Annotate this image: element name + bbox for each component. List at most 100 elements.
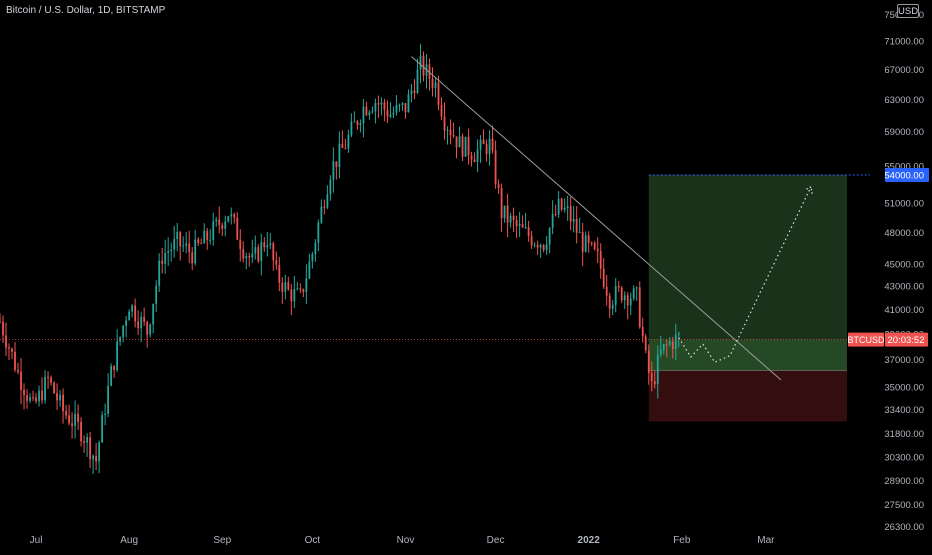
candle-body [230,214,233,217]
countdown-badge [885,332,928,347]
candle-body [224,221,227,229]
candle-body [422,55,425,76]
candle-body [542,245,545,250]
candle-body [368,112,371,115]
candle-body [161,260,164,264]
candle-body [398,105,401,107]
candle-body [122,325,125,338]
currency-button[interactable]: USD [897,4,919,18]
candle-body [473,159,476,162]
candle-body [65,411,67,416]
candle-body [80,421,82,442]
price-tick-label: 67000.00 [884,65,924,76]
candle-body [377,103,380,105]
candle-body [401,103,404,106]
price-tick-label: 27500.00 [884,500,924,511]
candle-body [416,69,419,93]
candle-body [113,365,116,371]
candle-body [674,334,677,350]
projection-path [678,186,812,364]
time-tick-label: Dec [487,535,505,546]
price-tick-label: 33400.00 [884,405,924,416]
candle-body [629,298,632,306]
candle-body [143,316,146,322]
candle-body [518,223,521,227]
candle-body [308,261,311,279]
candle-body [467,136,470,156]
price-tick-label: 37000.00 [884,355,924,366]
candle-body [134,305,137,322]
candle-body [551,213,554,229]
price-tick-label: 30300.00 [884,453,924,464]
candle-body [566,206,569,208]
candle-body [20,371,22,390]
candle-body [314,242,317,255]
candle-body [41,390,43,401]
candle-body [611,304,614,309]
position-zones[interactable] [648,174,870,422]
chart-title: Bitcoin / U.S. Dollar, 1D, BITSTAMP [6,5,166,16]
candle-body [266,245,269,248]
time-tick-label: Nov [397,535,415,546]
candle-body [596,248,599,252]
trend-line [411,56,782,381]
candle-body [140,316,143,329]
candle-body [179,232,182,247]
candle-body [536,244,539,248]
candle-body [92,455,95,460]
candle-body [35,397,37,402]
time-axis[interactable]: Jul Aug Sep Oct Nov Dec 2022 Feb Mar [30,535,776,546]
candle-body [500,188,503,219]
candle-body [626,295,629,306]
candle-body [530,236,533,246]
price-tick-label: 28900.00 [884,476,924,487]
candle-body [323,206,326,208]
candle-body [659,349,662,355]
candle-body [254,247,257,254]
candle-body [194,239,197,264]
candle-body [221,224,224,229]
candle-body [44,377,46,401]
candle-body [197,239,200,244]
candle-body [86,437,89,443]
candle-body [203,230,206,244]
candle-body [38,390,40,402]
candle-body [50,377,52,383]
candle-body [446,129,449,131]
candle-body [512,215,515,220]
candle-body [554,213,557,215]
candle-body [485,144,488,155]
candle-body [509,215,512,223]
price-tick-label: 26300.00 [884,522,924,533]
candle-body [404,103,407,113]
candle-body [281,282,284,292]
candle-body [623,295,626,301]
candle-body [206,230,209,241]
candle-body [110,365,113,386]
candle-body [455,136,458,148]
candle-body [452,134,455,137]
candle-body [545,244,548,250]
candle-body [146,321,149,335]
candle-body [320,206,323,223]
candle-body [653,381,656,385]
symbol-badge [848,332,884,347]
candle-body [671,341,674,350]
candle-body [236,217,239,240]
candle-body [656,354,659,385]
candle-body [155,285,158,304]
target-price-badge [885,167,929,182]
candle-body [329,179,332,195]
candle-body [437,82,440,105]
price-tick-label: 71000.00 [884,37,924,48]
drawings[interactable] [0,56,870,381]
price-labels: 54000.00 BTCUSD 20:03:52 [847,167,929,347]
candle-body [227,216,230,222]
candle-body [47,377,49,379]
candle-body [521,223,524,228]
candle-body [170,249,173,252]
candle-body [326,194,329,208]
target-price-label: 54000.00 [884,170,924,181]
